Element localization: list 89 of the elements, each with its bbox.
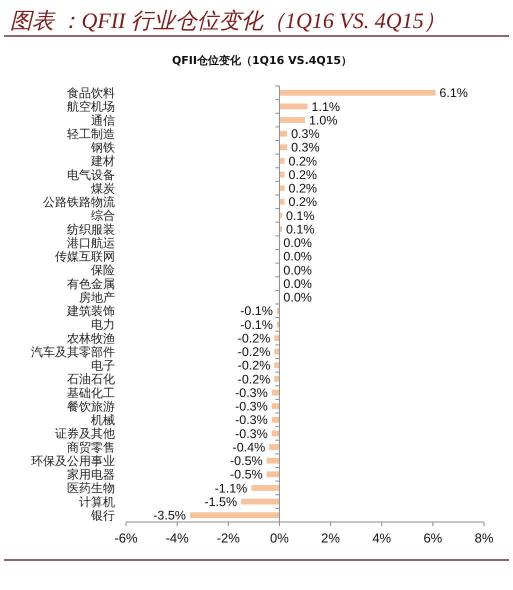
data-label: 0.2% <box>288 195 318 210</box>
y-tick-label: 综合 <box>91 208 115 223</box>
y-tick-label: 机械 <box>91 413 115 428</box>
x-tick-label: 6% <box>423 530 443 546</box>
bar <box>241 498 280 504</box>
x-tick-label: 2% <box>321 530 340 546</box>
data-label: -0.4% <box>232 440 266 454</box>
bar <box>279 90 436 96</box>
x-tick-label: 0% <box>270 530 290 546</box>
data-label: 0.1% <box>286 208 314 223</box>
y-tick-label: 通信 <box>91 113 115 128</box>
y-tick-label: 环保及公用事业 <box>31 454 115 468</box>
data-label: -0.5% <box>230 454 263 468</box>
data-label: -0.3% <box>235 386 268 400</box>
data-label: 0.3% <box>291 127 320 142</box>
data-label: 0.3% <box>291 140 320 155</box>
y-tick-label: 石油石化 <box>67 372 115 386</box>
y-tick-label: 有色金属 <box>67 276 115 291</box>
y-tick-label: 医药生物 <box>67 481 115 496</box>
y-tick-label: 建材 <box>90 154 115 168</box>
y-tick-label: 电子 <box>91 358 115 373</box>
data-label: -0.2% <box>238 372 270 386</box>
y-tick-label: 食品饮料 <box>67 86 115 100</box>
data-label: 1.0% <box>309 113 338 128</box>
y-tick-label: 煤炭 <box>91 181 115 196</box>
data-label: -0.3% <box>235 413 268 428</box>
data-label: -1.5% <box>204 494 238 509</box>
y-tick-label: 银行 <box>90 508 115 522</box>
data-label: -3.5% <box>153 508 186 523</box>
bar <box>251 485 280 491</box>
y-tick-label: 基础化工 <box>67 386 115 400</box>
y-tick-label: 建筑装饰 <box>66 304 115 318</box>
data-label: -0.2% <box>238 358 270 373</box>
x-tick-label: 4% <box>372 530 392 546</box>
bar <box>279 104 308 110</box>
y-tick-label: 证券及其他 <box>55 426 115 441</box>
x-tick-label: 8% <box>474 530 494 546</box>
y-tick-label: 钢铁 <box>90 140 115 155</box>
bar <box>279 117 305 123</box>
data-label: -0.3% <box>235 400 268 414</box>
y-tick-label: 电力 <box>91 318 115 332</box>
y-tick-label: 农林牧渔 <box>67 331 115 346</box>
bar <box>190 512 280 518</box>
data-label: 0.0% <box>283 290 312 305</box>
y-tick-label: 电气设备 <box>67 168 115 182</box>
x-tick-label: -6% <box>114 530 138 546</box>
y-tick-label: 轻工制造 <box>67 126 115 141</box>
data-label: -0.5% <box>230 468 263 482</box>
y-tick-label: 计算机 <box>79 494 115 509</box>
data-label: -0.1% <box>240 318 273 332</box>
y-tick-label: 保险 <box>91 263 115 278</box>
bar <box>279 172 285 178</box>
bar <box>269 444 280 450</box>
bar <box>266 471 280 478</box>
bar <box>274 376 280 382</box>
bar <box>279 158 285 164</box>
data-label: 0.2% <box>288 154 318 168</box>
bar <box>272 390 280 396</box>
chart-subtitle: QFII仓位变化（1Q16 VS.4Q15） <box>172 54 352 67</box>
data-label: 0.2% <box>288 182 318 196</box>
y-tick-label: 餐饮旅游 <box>67 399 115 414</box>
bar <box>274 335 280 341</box>
y-tick-label: 家用电器 <box>67 468 115 482</box>
data-label: 0.0% <box>283 250 312 264</box>
y-tick-label: 房地产 <box>79 290 115 304</box>
data-label: 0.2% <box>288 168 318 182</box>
data-label: -0.2% <box>238 331 270 346</box>
data-label: 0.0% <box>283 263 312 278</box>
bar <box>272 430 280 436</box>
y-tick-label: 商贸零售 <box>67 440 115 454</box>
data-label: -1.1% <box>214 481 248 496</box>
x-tick-label: -4% <box>166 530 190 546</box>
x-tick-label: -2% <box>216 530 240 546</box>
data-label: 0.1% <box>286 222 314 236</box>
data-label: -0.1% <box>240 304 273 318</box>
y-tick-label: 传媒互联网 <box>55 250 115 264</box>
y-tick-label: 公路铁路物流 <box>43 195 115 210</box>
data-label: 1.1% <box>312 100 340 114</box>
data-label: 6.1% <box>439 86 468 100</box>
data-label: 0.0% <box>283 276 312 291</box>
data-label: -0.2% <box>238 345 270 360</box>
data-label: -0.3% <box>235 426 268 441</box>
data-label: 0.0% <box>283 236 312 250</box>
y-tick-label: 汽车及其零部件 <box>31 344 115 359</box>
y-tick-label: 纺织服装 <box>67 222 115 236</box>
y-tick-label: 航空机场 <box>67 100 115 114</box>
bar <box>266 458 280 464</box>
y-tick-label: 港口航运 <box>67 236 115 250</box>
chart-title: 图表 ：QFII 行业仓位变化（1Q16 VS. 4Q15） <box>10 8 446 33</box>
